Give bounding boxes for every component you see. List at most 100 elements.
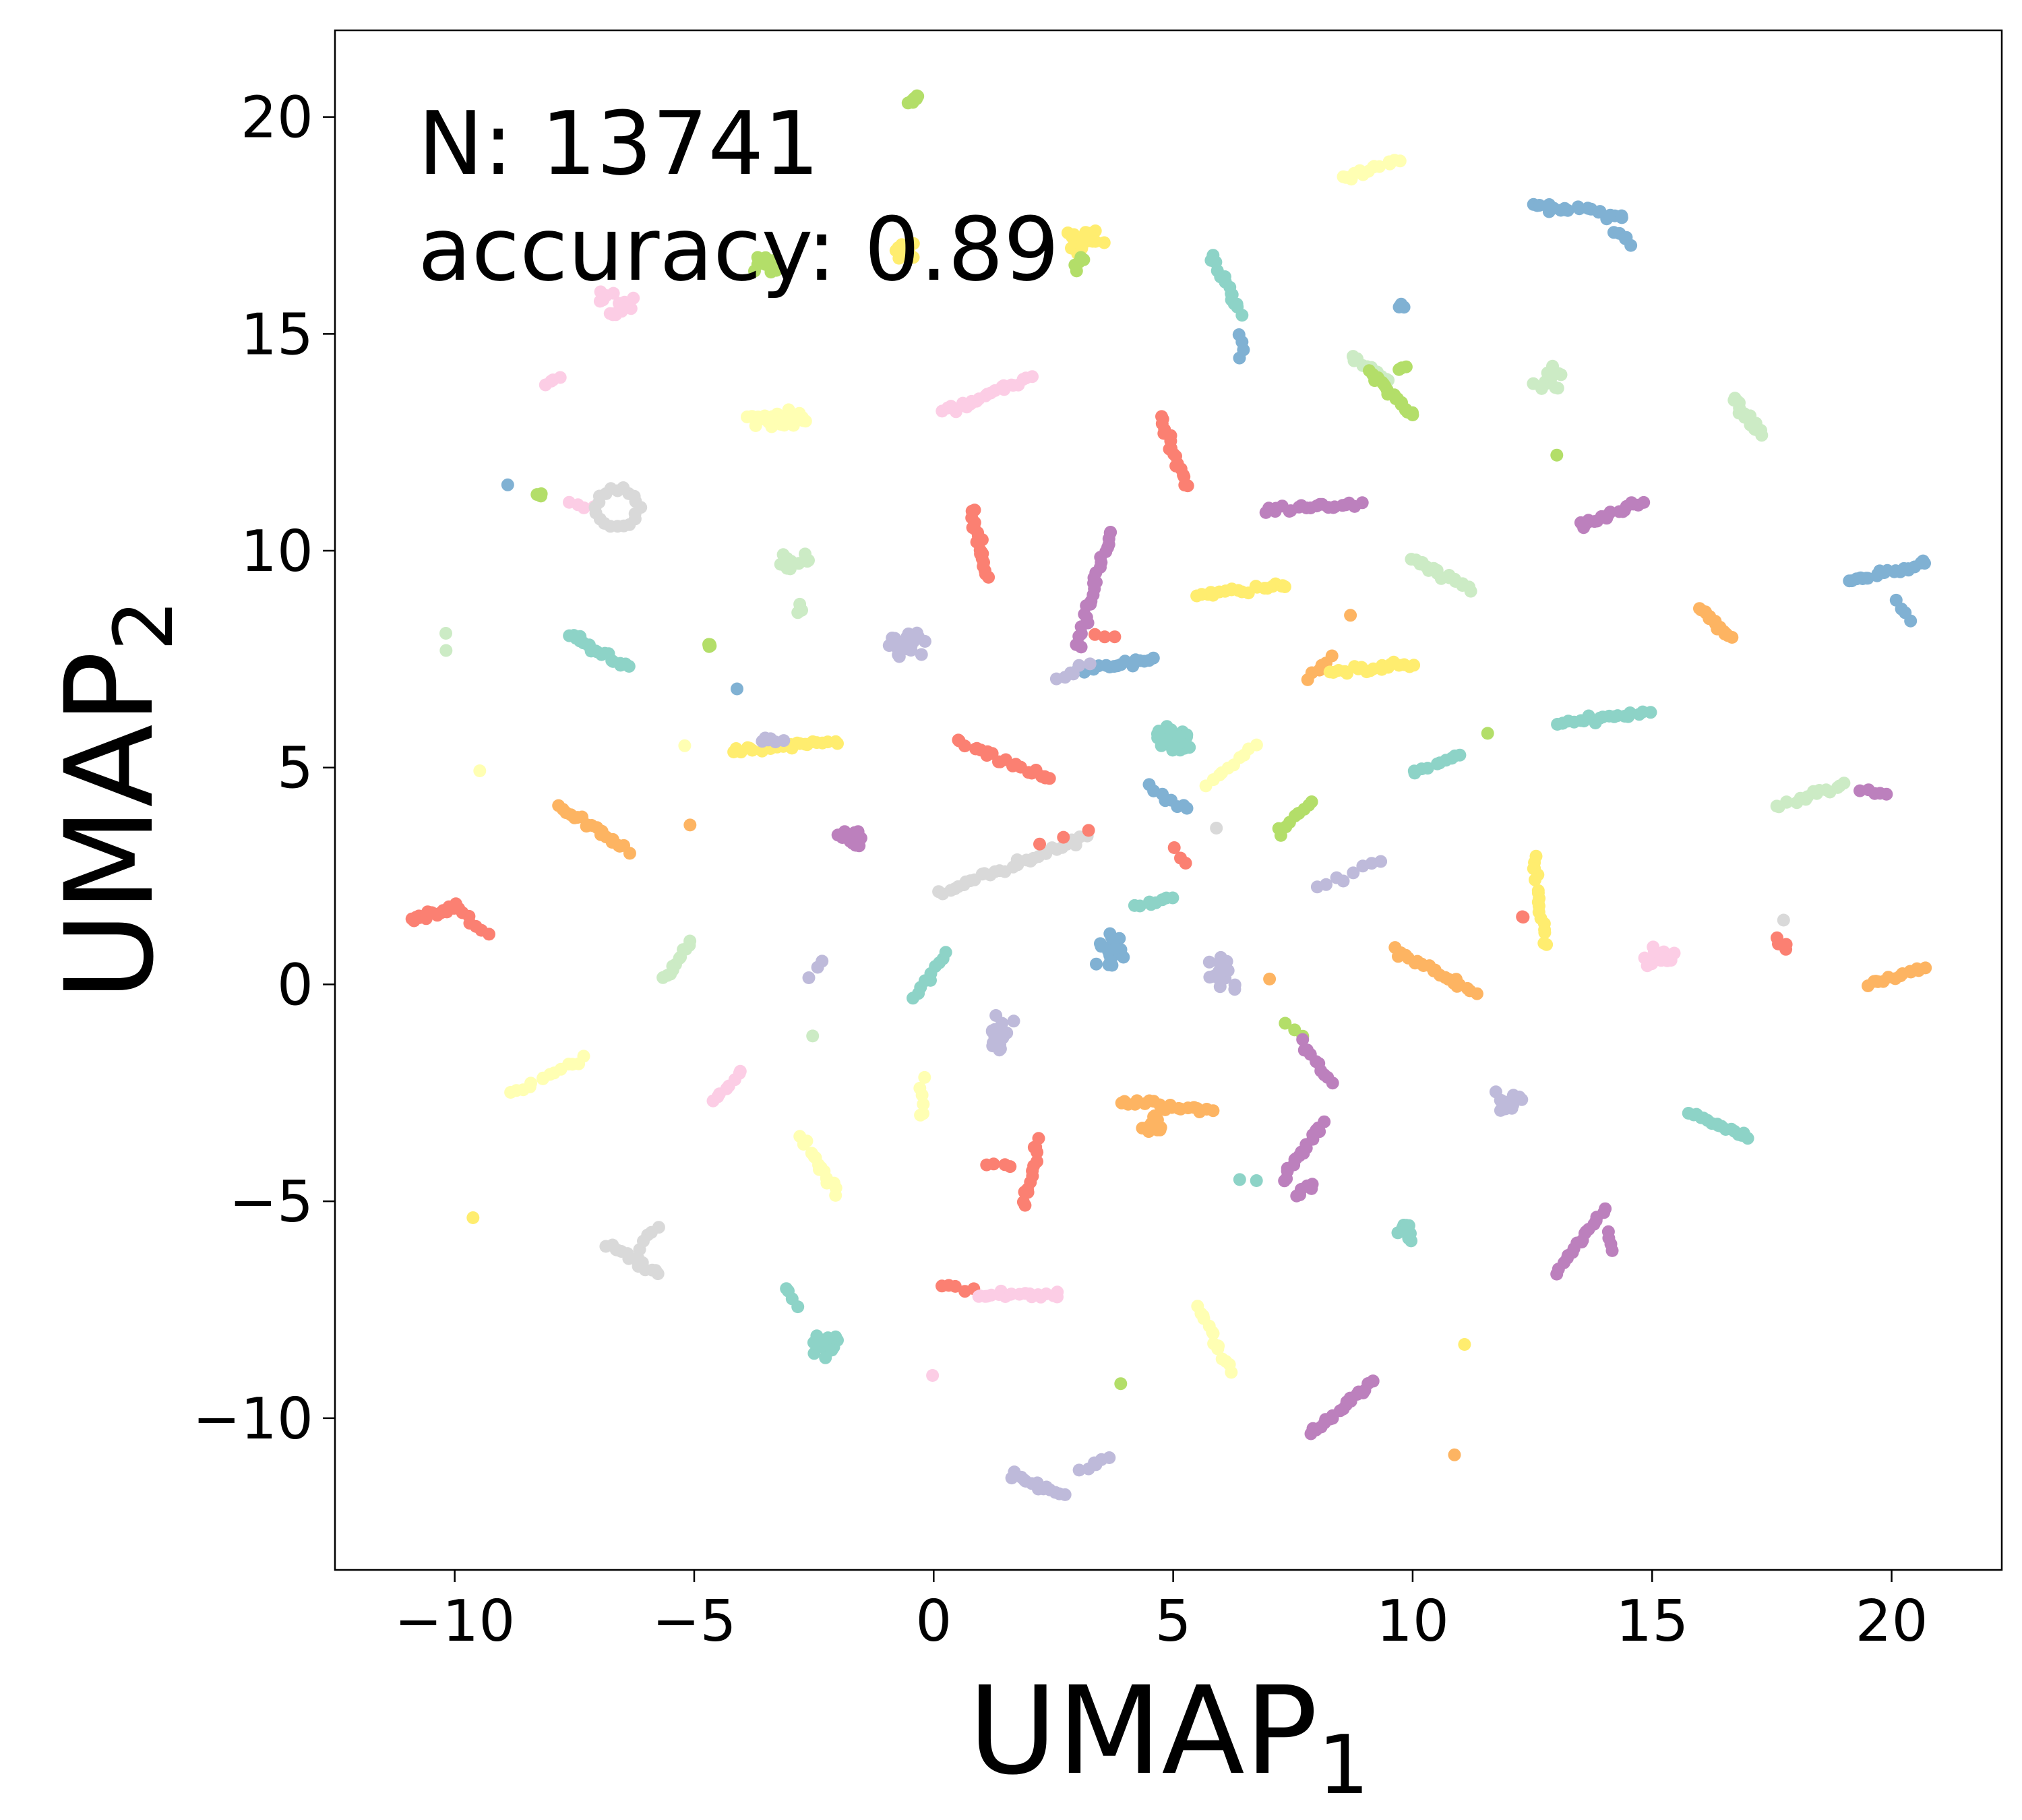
data-point: [553, 371, 567, 384]
x-axis-label-main: UMAP: [968, 1661, 1318, 1802]
y-axis-label-subscript: 2: [98, 599, 191, 650]
data-point: [948, 1279, 962, 1293]
data-point: [1777, 913, 1790, 927]
data-point: [1837, 777, 1851, 790]
data-point: [683, 818, 697, 832]
data-point: [1016, 1195, 1030, 1209]
data-point: [939, 946, 952, 959]
x-tick-label: 20: [1855, 1588, 1928, 1655]
data-point: [774, 557, 787, 571]
data-point: [1320, 878, 1332, 891]
data-point: [793, 597, 807, 611]
data-point: [1780, 795, 1794, 809]
data-point: [900, 630, 914, 644]
data-point: [1058, 1488, 1072, 1501]
data-point: [1072, 1463, 1086, 1477]
data-point: [958, 739, 971, 753]
data-point: [577, 501, 590, 514]
data-point: [1458, 1338, 1471, 1351]
x-tick-label: −10: [394, 1588, 515, 1655]
data-point: [851, 825, 865, 839]
data-point: [1918, 557, 1931, 570]
data-point: [1031, 1155, 1043, 1168]
y-tick-label: 5: [277, 735, 313, 802]
data-point: [745, 744, 759, 757]
data-point: [989, 1009, 1003, 1022]
data-point: [1210, 822, 1223, 835]
data-point: [1090, 957, 1103, 971]
data-point: [1407, 659, 1421, 672]
data-point: [926, 1369, 940, 1382]
data-point: [1325, 649, 1339, 663]
data-point: [1153, 1123, 1167, 1136]
data-point: [652, 1221, 665, 1234]
y-tick-label: 0: [277, 952, 313, 1019]
data-point: [1279, 1017, 1292, 1030]
data-point: [1109, 942, 1122, 955]
data-point: [1206, 1104, 1220, 1118]
data-point: [733, 1064, 747, 1078]
data-point: [1355, 496, 1369, 510]
data-point: [1395, 361, 1408, 375]
data-point: [1551, 382, 1564, 395]
data-point: [1235, 309, 1249, 322]
data-point: [1105, 959, 1119, 972]
data-point: [1393, 154, 1407, 168]
data-point: [678, 739, 692, 752]
data-point: [1166, 891, 1180, 905]
data-point: [524, 1076, 537, 1090]
data-point: [985, 1024, 999, 1037]
data-point: [892, 241, 905, 254]
data-point: [1373, 160, 1386, 173]
data-point: [1278, 580, 1291, 593]
data-point: [1214, 950, 1227, 964]
data-point: [1146, 651, 1160, 665]
data-point: [1067, 228, 1080, 241]
data-point: [628, 507, 642, 520]
data-point: [987, 1036, 1000, 1050]
y-tick-label: 20: [241, 85, 313, 152]
data-point: [777, 410, 791, 423]
data-point: [1755, 429, 1769, 442]
data-point: [1104, 526, 1117, 539]
data-point: [1179, 857, 1192, 870]
y-tick-label: 15: [241, 301, 313, 368]
data-point: [1026, 370, 1039, 384]
data-point: [1543, 367, 1557, 380]
data-point: [534, 489, 547, 503]
data-point: [577, 1050, 590, 1063]
data-point: [1779, 942, 1793, 956]
data-point: [1535, 382, 1548, 395]
data-point: [1250, 738, 1263, 752]
data-point: [777, 734, 791, 748]
data-point: [838, 826, 851, 840]
data-point: [892, 251, 906, 265]
data-point: [1072, 659, 1086, 672]
data-point: [1397, 301, 1411, 314]
data-point: [623, 847, 636, 860]
data-point: [1159, 733, 1173, 747]
data-point: [1206, 1327, 1220, 1340]
data-point: [1624, 239, 1638, 252]
data-point: [1506, 1089, 1520, 1102]
data-point: [1010, 853, 1024, 866]
data-point: [439, 644, 453, 657]
data-point: [1007, 1014, 1020, 1028]
data-point: [615, 297, 628, 311]
data-point: [816, 954, 829, 968]
y-axis-label: UMAP2: [40, 599, 191, 1000]
data-point: [806, 1029, 820, 1043]
data-point: [1211, 970, 1225, 983]
y-tick-label: −5: [229, 1169, 313, 1236]
data-point: [1094, 937, 1107, 950]
data-point: [982, 570, 995, 584]
data-point: [748, 264, 761, 278]
x-axis-label: UMAP1: [968, 1661, 1369, 1813]
data-point: [1366, 1374, 1380, 1388]
y-tick-label: −10: [193, 1386, 313, 1453]
data-point: [1296, 1033, 1310, 1046]
data-point: [1051, 1285, 1064, 1299]
x-tick-label: 5: [1155, 1588, 1192, 1655]
data-point: [1233, 1173, 1246, 1186]
